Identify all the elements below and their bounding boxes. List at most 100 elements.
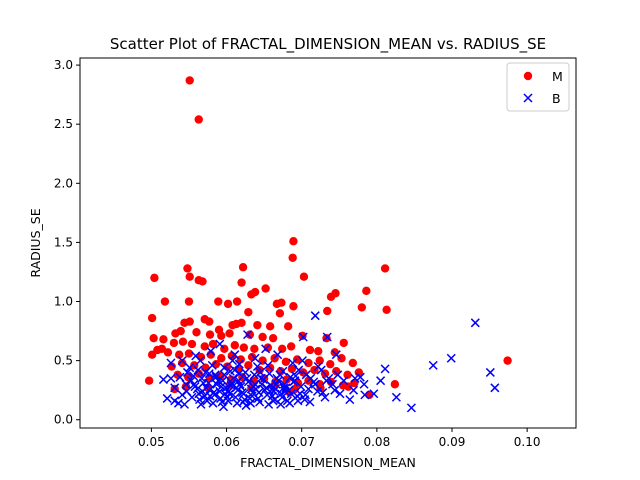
data-point: [223, 396, 233, 406]
data-point: [277, 298, 286, 307]
data-point: [315, 356, 324, 365]
data-point: [187, 339, 197, 349]
legend-box: [506, 62, 570, 112]
data-point: [337, 354, 346, 363]
data-point: [178, 337, 188, 346]
y-tick-label: 0.5: [54, 354, 73, 368]
data-point: [231, 392, 241, 402]
data-point: [288, 358, 298, 368]
series-B: [158, 311, 500, 413]
data-point: [157, 344, 167, 353]
data-point: [205, 317, 214, 326]
data-point: [428, 360, 438, 370]
data-point: [276, 399, 286, 409]
y-tick-label: 2.5: [54, 117, 73, 131]
data-point: [178, 358, 187, 368]
data-point: [200, 367, 211, 377]
data-point: [219, 363, 229, 373]
data-point: [265, 322, 275, 331]
data-point: [331, 350, 341, 360]
data-point: [318, 388, 328, 398]
data-point: [238, 263, 248, 272]
x-tick-label: 0.09: [439, 435, 466, 449]
data-point: [250, 379, 260, 389]
data-point: [273, 350, 283, 360]
data-point: [206, 346, 216, 356]
data-point: [344, 382, 353, 391]
x-tick-label: 0.05: [138, 435, 165, 449]
data-point: [391, 392, 401, 402]
data-point: [285, 372, 295, 382]
data-point: [255, 367, 265, 377]
data-point: [261, 344, 271, 354]
data-point: [149, 333, 158, 343]
data-point: [220, 389, 230, 399]
data-point: [295, 389, 305, 399]
data-point: [159, 335, 168, 344]
data-point: [184, 297, 194, 306]
data-point: [160, 297, 170, 306]
data-point: [343, 370, 352, 380]
data-point: [227, 378, 237, 388]
data-point: [223, 299, 233, 309]
legend-entries: MB: [523, 69, 563, 106]
data-point: [288, 377, 298, 387]
data-point: [197, 386, 208, 396]
x-axis-label: FRACTAL_DIMENSION_MEAN: [240, 455, 416, 470]
data-point: [490, 383, 500, 393]
data-point: [380, 364, 390, 374]
data-point: [208, 339, 218, 349]
data-point: [323, 306, 332, 316]
data-point: [277, 344, 287, 353]
data-point: [359, 379, 369, 389]
data-point: [362, 286, 371, 296]
data-point: [184, 349, 194, 358]
data-point: [314, 346, 323, 356]
y-tick-label: 0.0: [54, 413, 73, 427]
y-tick-label: 1.0: [54, 295, 73, 309]
data-point: [215, 339, 225, 349]
data-point: [228, 356, 238, 366]
data-point: [305, 397, 315, 407]
data-point: [261, 284, 270, 293]
data-point: [186, 376, 196, 386]
data-point: [182, 367, 192, 377]
data-point: [306, 373, 316, 383]
data-point: [355, 372, 365, 382]
data-point: [217, 354, 226, 363]
data-point: [297, 356, 307, 366]
data-point: [380, 264, 390, 273]
data-point: [339, 338, 348, 348]
data-point: [270, 384, 280, 394]
data-point: [243, 330, 253, 340]
data-point: [237, 278, 246, 287]
data-point: [327, 379, 338, 389]
x-tick-label: 0.08: [363, 435, 390, 449]
data-point: [446, 353, 456, 363]
data-point: [237, 318, 246, 327]
data-point: [194, 115, 203, 124]
data-point: [205, 391, 215, 401]
y-tick-label: 1.5: [54, 235, 73, 249]
data-point: [253, 320, 262, 330]
data-point: [350, 373, 360, 383]
data-point: [305, 345, 315, 355]
data-point: [239, 343, 249, 352]
data-point: [263, 360, 273, 370]
data-point: [282, 375, 291, 384]
data-point: [230, 341, 240, 350]
data-point: [185, 76, 194, 85]
data-point: [238, 397, 248, 407]
data-point: [185, 272, 194, 281]
y-tick-label: 3.0: [54, 58, 73, 72]
data-point: [240, 367, 250, 377]
data-point: [198, 277, 207, 286]
data-point: [268, 396, 278, 406]
data-point: [330, 385, 340, 395]
data-point: [503, 356, 512, 365]
y-axis-ticks: 0.0 0.5 1.0 1.5 2.0 2.5 3.0: [54, 58, 80, 427]
data-point: [185, 317, 194, 326]
data-point: [150, 273, 159, 283]
data-point: [252, 361, 262, 372]
data-point: [147, 313, 157, 323]
